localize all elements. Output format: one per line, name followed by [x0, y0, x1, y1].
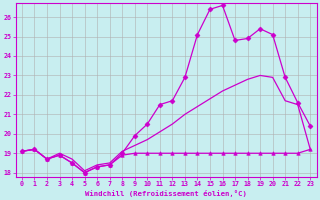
X-axis label: Windchill (Refroidissement éolien,°C): Windchill (Refroidissement éolien,°C): [85, 190, 247, 197]
